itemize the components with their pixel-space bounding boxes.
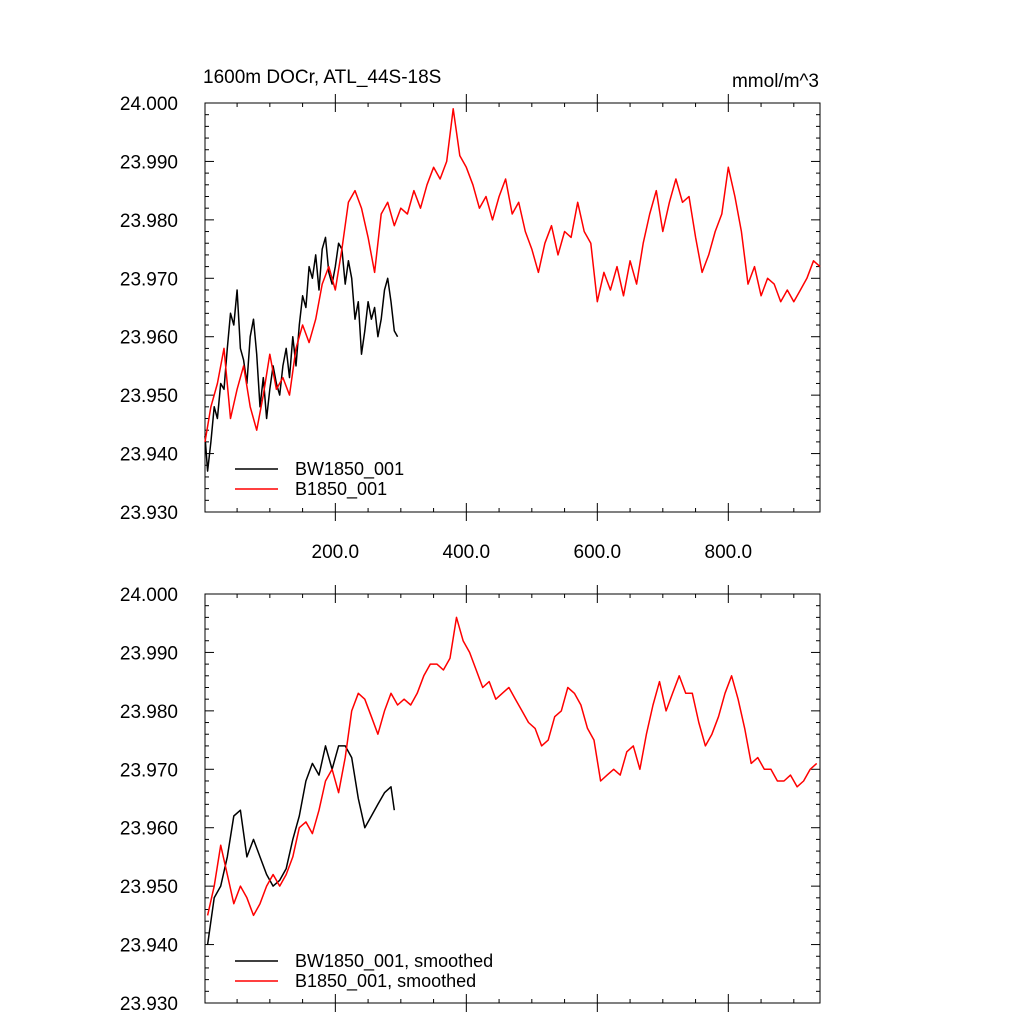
y-tick-label: 23.990 xyxy=(120,643,178,664)
y-tick-label: 23.940 xyxy=(120,445,178,466)
y-tick-label: 24.000 xyxy=(120,585,178,606)
x-tick-label: 600.0 xyxy=(574,542,622,563)
legend-label: BW1850_001 xyxy=(295,459,404,480)
y-tick-label: 24.000 xyxy=(120,94,178,115)
y-tick-label: 23.930 xyxy=(120,503,178,524)
legend-label: B1850_001, smoothed xyxy=(295,971,476,992)
y-tick-label: 23.970 xyxy=(120,269,178,290)
series-line-b1850-001 xyxy=(204,108,821,443)
y-tick-label: 23.980 xyxy=(120,211,178,232)
legend-label: B1850_001 xyxy=(295,479,387,500)
top-panel: 24.000 23.990 23.980 23.970 23.960 23.950 23.9… xyxy=(120,94,821,563)
bottom-panel: 24.000 23.990 23.980 23.970 23.960 23.950 23.9… xyxy=(120,585,821,1015)
y-tick-label: 23.970 xyxy=(120,760,178,781)
series-line-bw1850-001 xyxy=(204,236,399,472)
y-tick-label: 23.930 xyxy=(120,994,178,1015)
series-line-bw1850-001-smoothed xyxy=(206,745,396,945)
y-tick-label: 23.960 xyxy=(120,328,178,349)
x-tick-label: 200.0 xyxy=(312,542,360,563)
y-tick-label: 23.940 xyxy=(120,936,178,957)
x-tick-label: 800.0 xyxy=(705,542,753,563)
y-tick-label: 23.950 xyxy=(120,386,178,407)
y-tick-label: 23.980 xyxy=(120,702,178,723)
y-tick-label: 23.960 xyxy=(120,819,178,840)
plot-frame xyxy=(204,102,821,513)
units-label: mmol/m^3 xyxy=(732,71,819,92)
series-line-b1850-001-smoothed xyxy=(206,616,818,917)
chart-title: 1600m DOCr, ATL_44S-18S xyxy=(203,67,441,88)
x-tick-label: 400.0 xyxy=(443,542,491,563)
legend-label: BW1850_001, smoothed xyxy=(295,951,493,972)
plot-frame xyxy=(204,593,821,1004)
y-tick-label: 23.950 xyxy=(120,877,178,898)
y-tick-label: 23.990 xyxy=(120,152,178,173)
